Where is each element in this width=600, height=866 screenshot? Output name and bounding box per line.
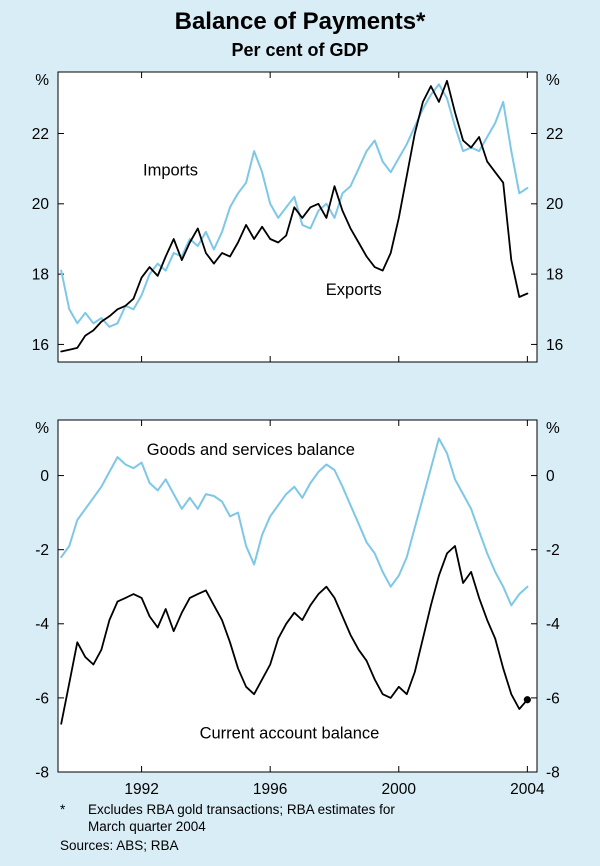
y-tick-label-left: 0	[40, 468, 49, 485]
y-axis-unit-left: %	[35, 72, 49, 89]
x-tick-label: 2004	[510, 781, 545, 798]
footnote-line2: March quarter 2004	[88, 818, 206, 834]
y-axis-unit-left: %	[35, 420, 49, 437]
chart-canvas: 16 16 18 18 20 20 22 22% % Imports Exports -8 -8 -6 -6…	[32, 71, 564, 798]
series-end-dot-current-account-balance	[523, 696, 531, 704]
y-tick-label-left: 16	[32, 337, 49, 354]
series-label-goods-services-balance: Goods and services balance	[147, 441, 355, 459]
y-tick-label-right: 0	[546, 468, 555, 485]
y-tick-label-left: 20	[32, 196, 50, 213]
sources-note: Sources: ABS; RBA	[60, 837, 179, 853]
y-tick-label-right: -4	[546, 616, 560, 633]
series-label-current-account-balance: Current account balance	[200, 725, 380, 743]
y-tick-label-left: -2	[35, 542, 49, 559]
y-tick-label-right: -6	[546, 690, 560, 707]
y-tick-label-right: 16	[546, 337, 563, 354]
footnote-marker: *	[60, 802, 66, 817]
y-tick-label-left: -6	[35, 690, 49, 707]
series-label-exports: Exports	[326, 281, 382, 299]
panel-top: 16 16 18 18 20 20 22 22% % Imports Exports	[32, 71, 564, 363]
y-tick-label-left: -4	[35, 616, 49, 633]
footnote-line1: Excludes RBA gold transactions; RBA esti…	[88, 802, 395, 817]
y-tick-label-right: 18	[546, 267, 563, 284]
plot-area-top	[57, 71, 538, 363]
series-label-imports: Imports	[143, 162, 198, 180]
y-tick-label-right: -8	[546, 764, 560, 781]
chart-title: Balance of Payments*	[174, 8, 426, 35]
y-tick-label-left: -8	[35, 764, 49, 781]
y-tick-label-left: 22	[32, 126, 49, 143]
y-axis-unit-right: %	[546, 420, 560, 437]
series-line-exports	[60, 79, 529, 353]
y-tick-label-right: 20	[546, 196, 564, 213]
x-tick-label: 2000	[382, 781, 417, 798]
x-tick-label: 1996	[253, 781, 287, 798]
y-tick-label-right: -2	[546, 542, 560, 559]
series-line-current-account-balance	[60, 545, 529, 725]
chart-subtitle: Per cent of GDP	[231, 40, 369, 60]
x-tick-label: 1992	[124, 781, 158, 798]
y-tick-label-left: 18	[32, 267, 49, 284]
footnotes: * Excludes RBA gold transactions; RBA es…	[60, 802, 560, 855]
y-axis-unit-right: %	[546, 72, 560, 89]
series-line-goods-services-balance	[60, 437, 529, 607]
series-line-imports	[60, 83, 529, 328]
panel-bottom: -8 -8 -6 -6 -4 -4 -2 -2 0 0% % 1992 1996 2000 2004 Good…	[35, 419, 560, 798]
y-tick-label-right: 22	[546, 126, 563, 143]
